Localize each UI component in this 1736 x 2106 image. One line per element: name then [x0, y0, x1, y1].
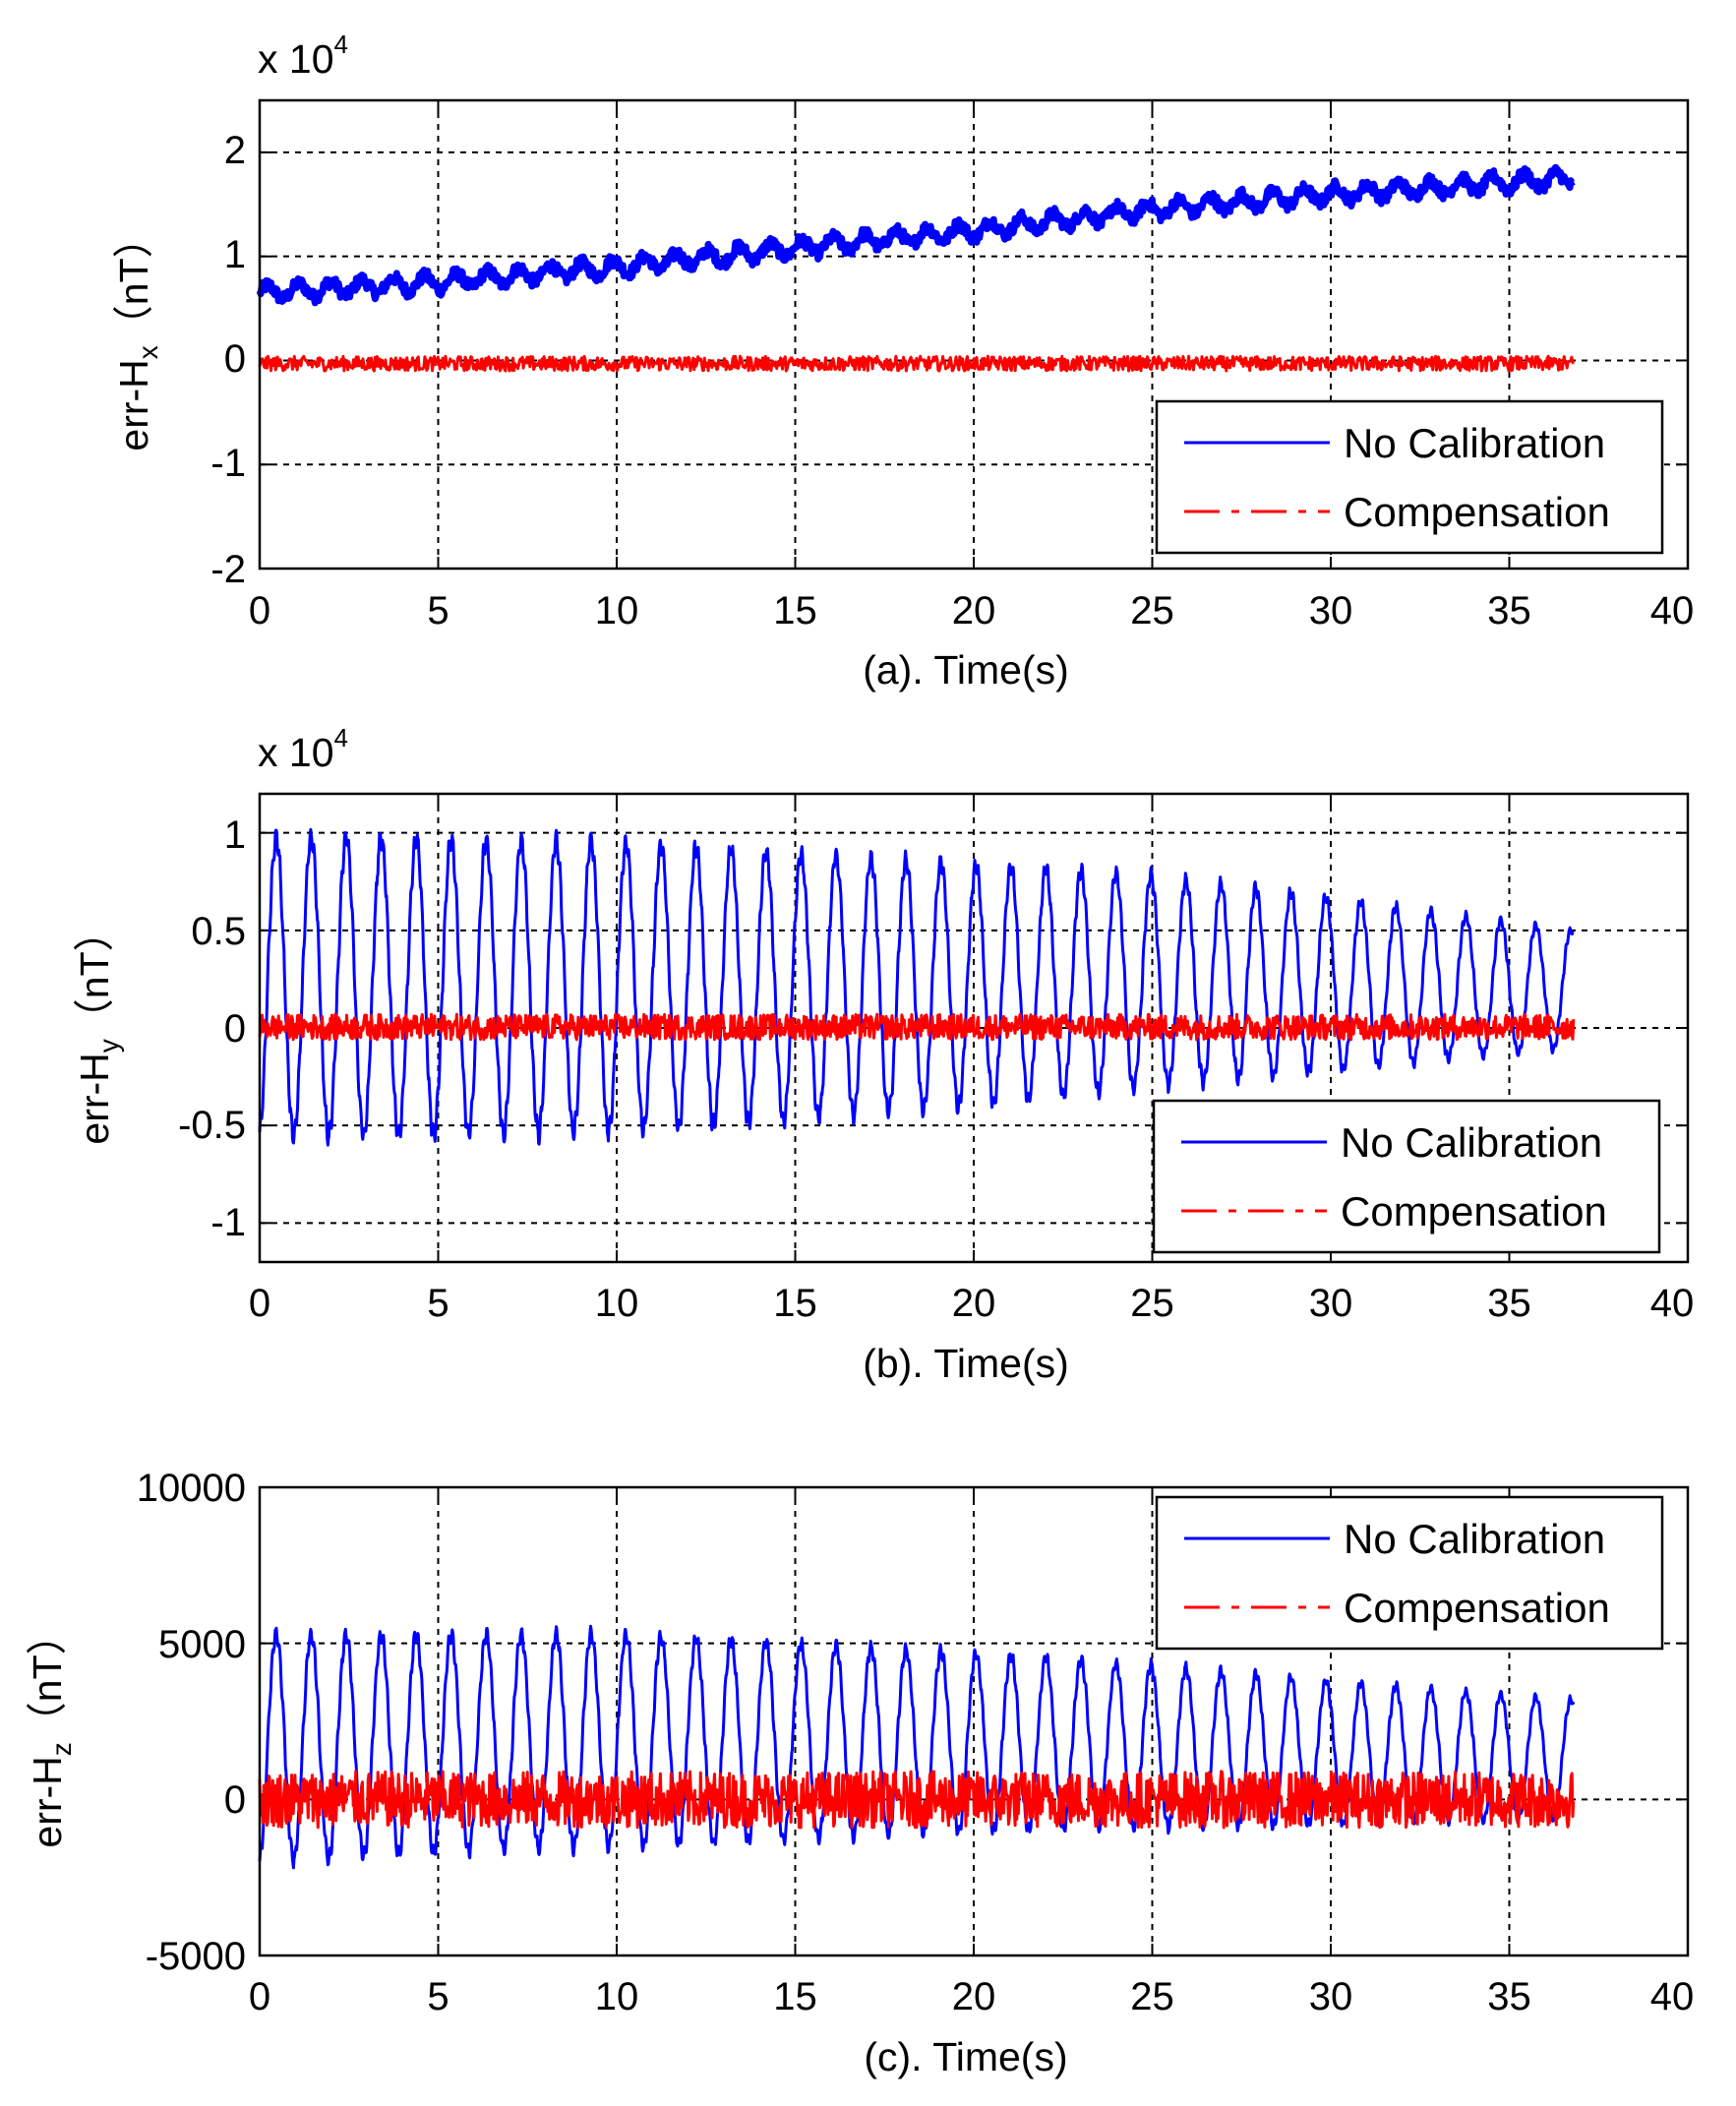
x-tick-label: 20 [952, 589, 996, 632]
panel-a-legend-box [1155, 399, 1664, 555]
y-tick-label: 0 [224, 337, 246, 381]
x-tick-label: 25 [1130, 1975, 1174, 2018]
x-tick-label: 35 [1487, 1282, 1531, 1325]
panel-a-y-axis-label: err-Hx（nT） [111, 217, 163, 451]
x-tick-label: 10 [595, 1282, 639, 1325]
panel-a-x-axis-label: (a). Time(s) [863, 647, 1069, 692]
x-tick-label: 25 [1130, 589, 1174, 632]
panel-b-y-axis-label: err-Hy（nT） [72, 911, 124, 1144]
x-tick-label: 15 [773, 589, 817, 632]
x-tick-label: 30 [1309, 1975, 1353, 2018]
y-tick-label: -2 [210, 548, 246, 591]
legend-label-compensation: Compensation [1344, 489, 1610, 535]
x-tick-label: 0 [249, 589, 270, 632]
x-tick-label: 35 [1487, 589, 1531, 632]
panel-a-multiplier: x 104 [258, 30, 348, 82]
panel-b-tick-labels: 0 5 10 15 20 25 30 35 40 -1 -0.5 0 0.5 1 [178, 813, 1694, 1325]
x-tick-label: 0 [249, 1282, 270, 1325]
panel-c-x-axis-label: (c). Time(s) [864, 2034, 1067, 2079]
panel-c-y-axis-label: err-Hz（nT） [25, 1614, 77, 1847]
y-tick-label: 0 [224, 1778, 246, 1822]
series-line-no-calibration [258, 1624, 1576, 1870]
y-tick-label: -1 [210, 1201, 246, 1244]
y-tick-label: 2 [224, 129, 246, 172]
x-tick-label: 5 [427, 589, 449, 632]
panel-c-axes-box [258, 1485, 1690, 1957]
y-tick-label: -0.5 [178, 1104, 246, 1147]
series-line-compensation [258, 354, 1576, 373]
panel-b-legend: No Calibration Compensation [1152, 1099, 1661, 1254]
panel-b-multiplier: x 104 [258, 723, 348, 775]
series-line-no-calibration [258, 827, 1575, 1147]
panel-a-tick-labels: 0 5 10 15 20 25 30 35 40 -2 -1 0 1 2 [210, 129, 1694, 632]
x-tick-label: 20 [952, 1282, 996, 1325]
x-tick-label: 15 [773, 1282, 817, 1325]
legend-label-no-calibration: No Calibration [1344, 420, 1605, 466]
x-tick-label: 25 [1130, 1282, 1174, 1325]
x-tick-label: 30 [1309, 1282, 1353, 1325]
y-tick-label: -5000 [146, 1935, 246, 1978]
panel-b-curves [258, 827, 1576, 1147]
y-tick-label: 5000 [158, 1623, 246, 1666]
x-tick-label: 40 [1650, 1282, 1695, 1325]
panel-c: 0 5 10 15 20 25 30 35 40 -5000 0 5000 10… [25, 1467, 1694, 2079]
panel-b-axes-box [258, 792, 1690, 1264]
x-tick-label: 10 [595, 589, 639, 632]
y-tick-label: 1 [224, 813, 246, 857]
panel-b-legend-box [1152, 1099, 1661, 1254]
y-tick-label: 0 [224, 1007, 246, 1051]
series-line-compensation [258, 1012, 1576, 1042]
x-tick-label: 15 [773, 1975, 817, 2018]
series-line-no-calibration [256, 163, 1577, 307]
legend-label-no-calibration: No Calibration [1344, 1516, 1605, 1562]
legend-label-compensation: Compensation [1344, 1585, 1610, 1631]
panel-c-legend-box [1155, 1495, 1664, 1651]
panel-a: 0 5 10 15 20 25 30 35 40 -2 -1 0 1 2 x 1… [111, 30, 1694, 692]
panel-c-tick-labels: 0 5 10 15 20 25 30 35 40 -5000 0 5000 10… [137, 1467, 1694, 2018]
panel-a-legend: No Calibration Compensation [1155, 399, 1664, 555]
x-tick-label: 40 [1650, 1975, 1695, 2018]
x-tick-label: 40 [1650, 589, 1695, 632]
panel-a-curves [256, 163, 1577, 373]
y-tick-label: 10000 [137, 1467, 246, 1510]
x-tick-label: 0 [249, 1975, 270, 2018]
panel-a-axes-box [258, 98, 1690, 571]
x-tick-label: 5 [427, 1282, 449, 1325]
panel-c-legend: No Calibration Compensation [1155, 1495, 1664, 1651]
x-tick-label: 35 [1487, 1975, 1531, 2018]
x-tick-label: 10 [595, 1975, 639, 2018]
x-tick-label: 5 [427, 1975, 449, 2018]
panel-c-curves [258, 1624, 1576, 1870]
x-tick-label: 30 [1309, 589, 1353, 632]
y-tick-label: 1 [224, 233, 246, 276]
panel-b: 0 5 10 15 20 25 30 35 40 -1 -0.5 0 0.5 1… [72, 723, 1694, 1386]
y-tick-label: 0.5 [191, 910, 246, 953]
legend-label-compensation: Compensation [1341, 1188, 1607, 1234]
legend-label-no-calibration: No Calibration [1341, 1119, 1602, 1166]
x-tick-label: 20 [952, 1975, 996, 2018]
panel-b-x-axis-label: (b). Time(s) [863, 1341, 1069, 1386]
series-line-compensation [258, 1770, 1576, 1830]
y-tick-label: -1 [210, 442, 246, 485]
